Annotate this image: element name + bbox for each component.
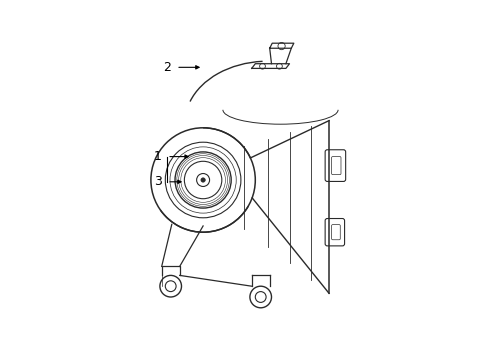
Text: 1: 1 bbox=[154, 150, 162, 163]
Text: 2: 2 bbox=[163, 61, 170, 74]
Text: 3: 3 bbox=[154, 175, 162, 188]
Circle shape bbox=[201, 178, 205, 182]
